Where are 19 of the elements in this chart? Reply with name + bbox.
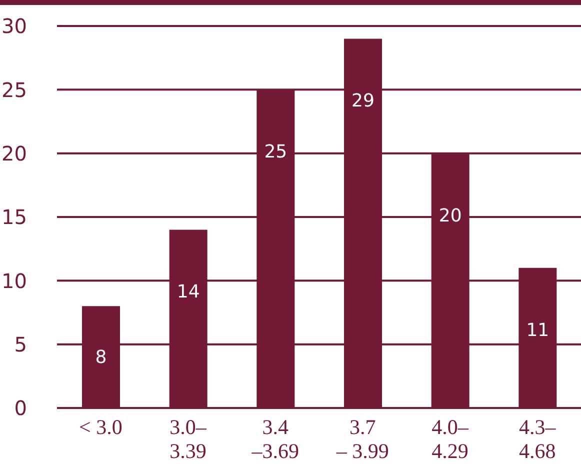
x-tick-label: 3.7 – 3.99	[335, 415, 389, 463]
data-label: 25	[264, 142, 288, 163]
data-label: 14	[176, 282, 200, 303]
x-tick-label: < 3.0	[78, 415, 122, 439]
y-tick-label: 10	[2, 268, 27, 293]
data-label: 11	[526, 320, 550, 341]
y-tick-label: 15	[2, 205, 27, 230]
x-tick-label: 3.0– 3.39	[170, 415, 207, 463]
x-tick-label: 4.0– 4.29	[432, 415, 469, 463]
data-label: 29	[352, 90, 374, 112]
y-tick-label: 20	[2, 141, 27, 166]
data-label: 20	[438, 205, 462, 226]
x-tick-label: 3.4 –3.69	[250, 415, 299, 463]
y-tick-label: 5	[14, 332, 27, 356]
data-label: 8	[95, 347, 107, 368]
x-tick-label: 4.3– 4.68	[518, 415, 556, 463]
y-tick-label: 0	[14, 396, 27, 420]
y-tick-label: 25	[2, 78, 27, 102]
y-tick-label: 30	[2, 14, 27, 38]
